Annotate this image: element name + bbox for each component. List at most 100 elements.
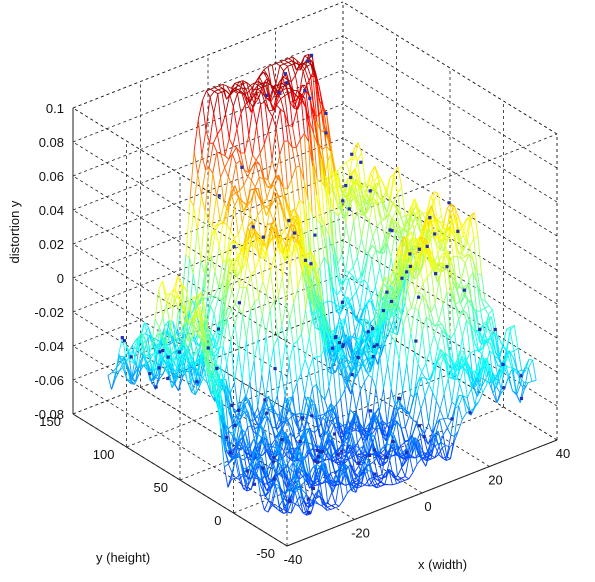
mesh-line — [366, 195, 371, 200]
mesh-line — [151, 337, 157, 346]
mesh-line — [321, 422, 327, 447]
mesh-line — [242, 201, 247, 205]
mesh-line — [272, 116, 277, 129]
mesh-line — [359, 390, 365, 429]
mesh-line — [470, 212, 475, 221]
mesh-line — [235, 254, 241, 273]
mesh-line — [261, 334, 267, 375]
mesh-line — [402, 215, 408, 240]
mesh-line — [312, 384, 317, 389]
mesh-line — [393, 166, 399, 175]
mesh-line — [419, 244, 425, 267]
mesh-line — [338, 337, 344, 359]
mesh-line — [233, 89, 239, 92]
mesh-line — [406, 363, 411, 395]
mesh-line — [284, 228, 290, 250]
mesh-line — [320, 355, 326, 400]
mesh-line — [247, 226, 252, 239]
mesh-line — [356, 276, 362, 282]
mesh-line — [336, 295, 341, 314]
mesh-line — [237, 87, 243, 90]
mesh-line — [390, 388, 396, 405]
mesh-line — [231, 271, 237, 291]
mesh-line — [322, 410, 328, 432]
mesh-line — [354, 319, 360, 333]
mesh-line — [216, 151, 222, 155]
mesh-line — [188, 306, 194, 319]
mesh-line — [250, 82, 255, 96]
mesh-line — [163, 345, 169, 372]
mesh-line — [246, 102, 252, 113]
mesh-line — [340, 318, 346, 322]
mesh-line — [385, 307, 390, 313]
mesh-line — [190, 366, 196, 382]
mesh-line — [242, 314, 247, 340]
mesh-line — [438, 320, 443, 326]
mesh-line — [256, 432, 262, 438]
mesh-line — [275, 174, 280, 178]
mesh-line — [344, 278, 349, 280]
mesh-line — [291, 413, 296, 418]
mesh-line — [323, 435, 329, 448]
mesh-line — [258, 437, 263, 458]
mesh-line — [162, 280, 167, 295]
mesh-line — [383, 388, 388, 425]
mesh-line — [263, 244, 268, 247]
mesh-line — [376, 428, 382, 454]
mesh-line — [248, 400, 254, 422]
mesh-line — [291, 447, 297, 457]
mesh-line — [242, 467, 247, 470]
mesh-line — [231, 415, 237, 426]
mesh-line — [140, 332, 146, 357]
mesh-line — [352, 256, 358, 268]
mesh-line — [334, 421, 339, 425]
mesh-line — [327, 433, 333, 456]
mesh-line — [435, 240, 441, 245]
mesh-line — [461, 256, 466, 259]
mesh-line — [241, 204, 247, 224]
mesh-line — [158, 373, 164, 380]
mesh-line — [200, 260, 206, 275]
mesh-line — [329, 329, 334, 334]
mesh-line — [177, 286, 183, 310]
mesh-line — [204, 221, 210, 274]
mesh-line — [199, 357, 204, 366]
mesh-line — [379, 356, 384, 389]
mesh-line — [398, 225, 404, 240]
mesh-line — [283, 63, 288, 67]
mesh-line — [332, 450, 337, 456]
mesh-line — [395, 272, 401, 281]
mesh-line — [215, 223, 220, 231]
mesh-line — [352, 359, 358, 371]
mesh-line — [308, 126, 314, 167]
mesh-line — [356, 238, 362, 258]
mesh-line — [288, 362, 294, 395]
mesh-line — [398, 244, 404, 270]
mesh-line — [341, 208, 347, 224]
mesh-line — [460, 292, 465, 304]
mesh-line — [302, 476, 308, 483]
mesh-line — [399, 242, 405, 260]
mesh-line — [279, 415, 284, 419]
mesh-line — [274, 243, 280, 255]
mesh-line — [152, 350, 158, 372]
mesh-line — [254, 298, 259, 303]
mesh-line — [244, 231, 250, 252]
mesh-line — [397, 410, 402, 429]
mesh-line — [278, 195, 283, 197]
mesh-line — [455, 300, 460, 305]
mesh-line — [307, 283, 313, 304]
mesh-line — [240, 429, 246, 434]
mesh-line — [311, 398, 316, 405]
mesh-line — [238, 198, 244, 211]
mesh-line — [201, 130, 207, 156]
mesh-line — [293, 215, 298, 218]
mesh-line — [248, 439, 254, 453]
mesh-line — [322, 417, 327, 423]
mesh-line — [228, 456, 233, 465]
mesh-line — [164, 320, 170, 326]
mesh-line — [338, 421, 343, 426]
mesh-line — [284, 59, 289, 63]
mesh-line — [335, 456, 340, 470]
mesh-line — [260, 249, 265, 259]
